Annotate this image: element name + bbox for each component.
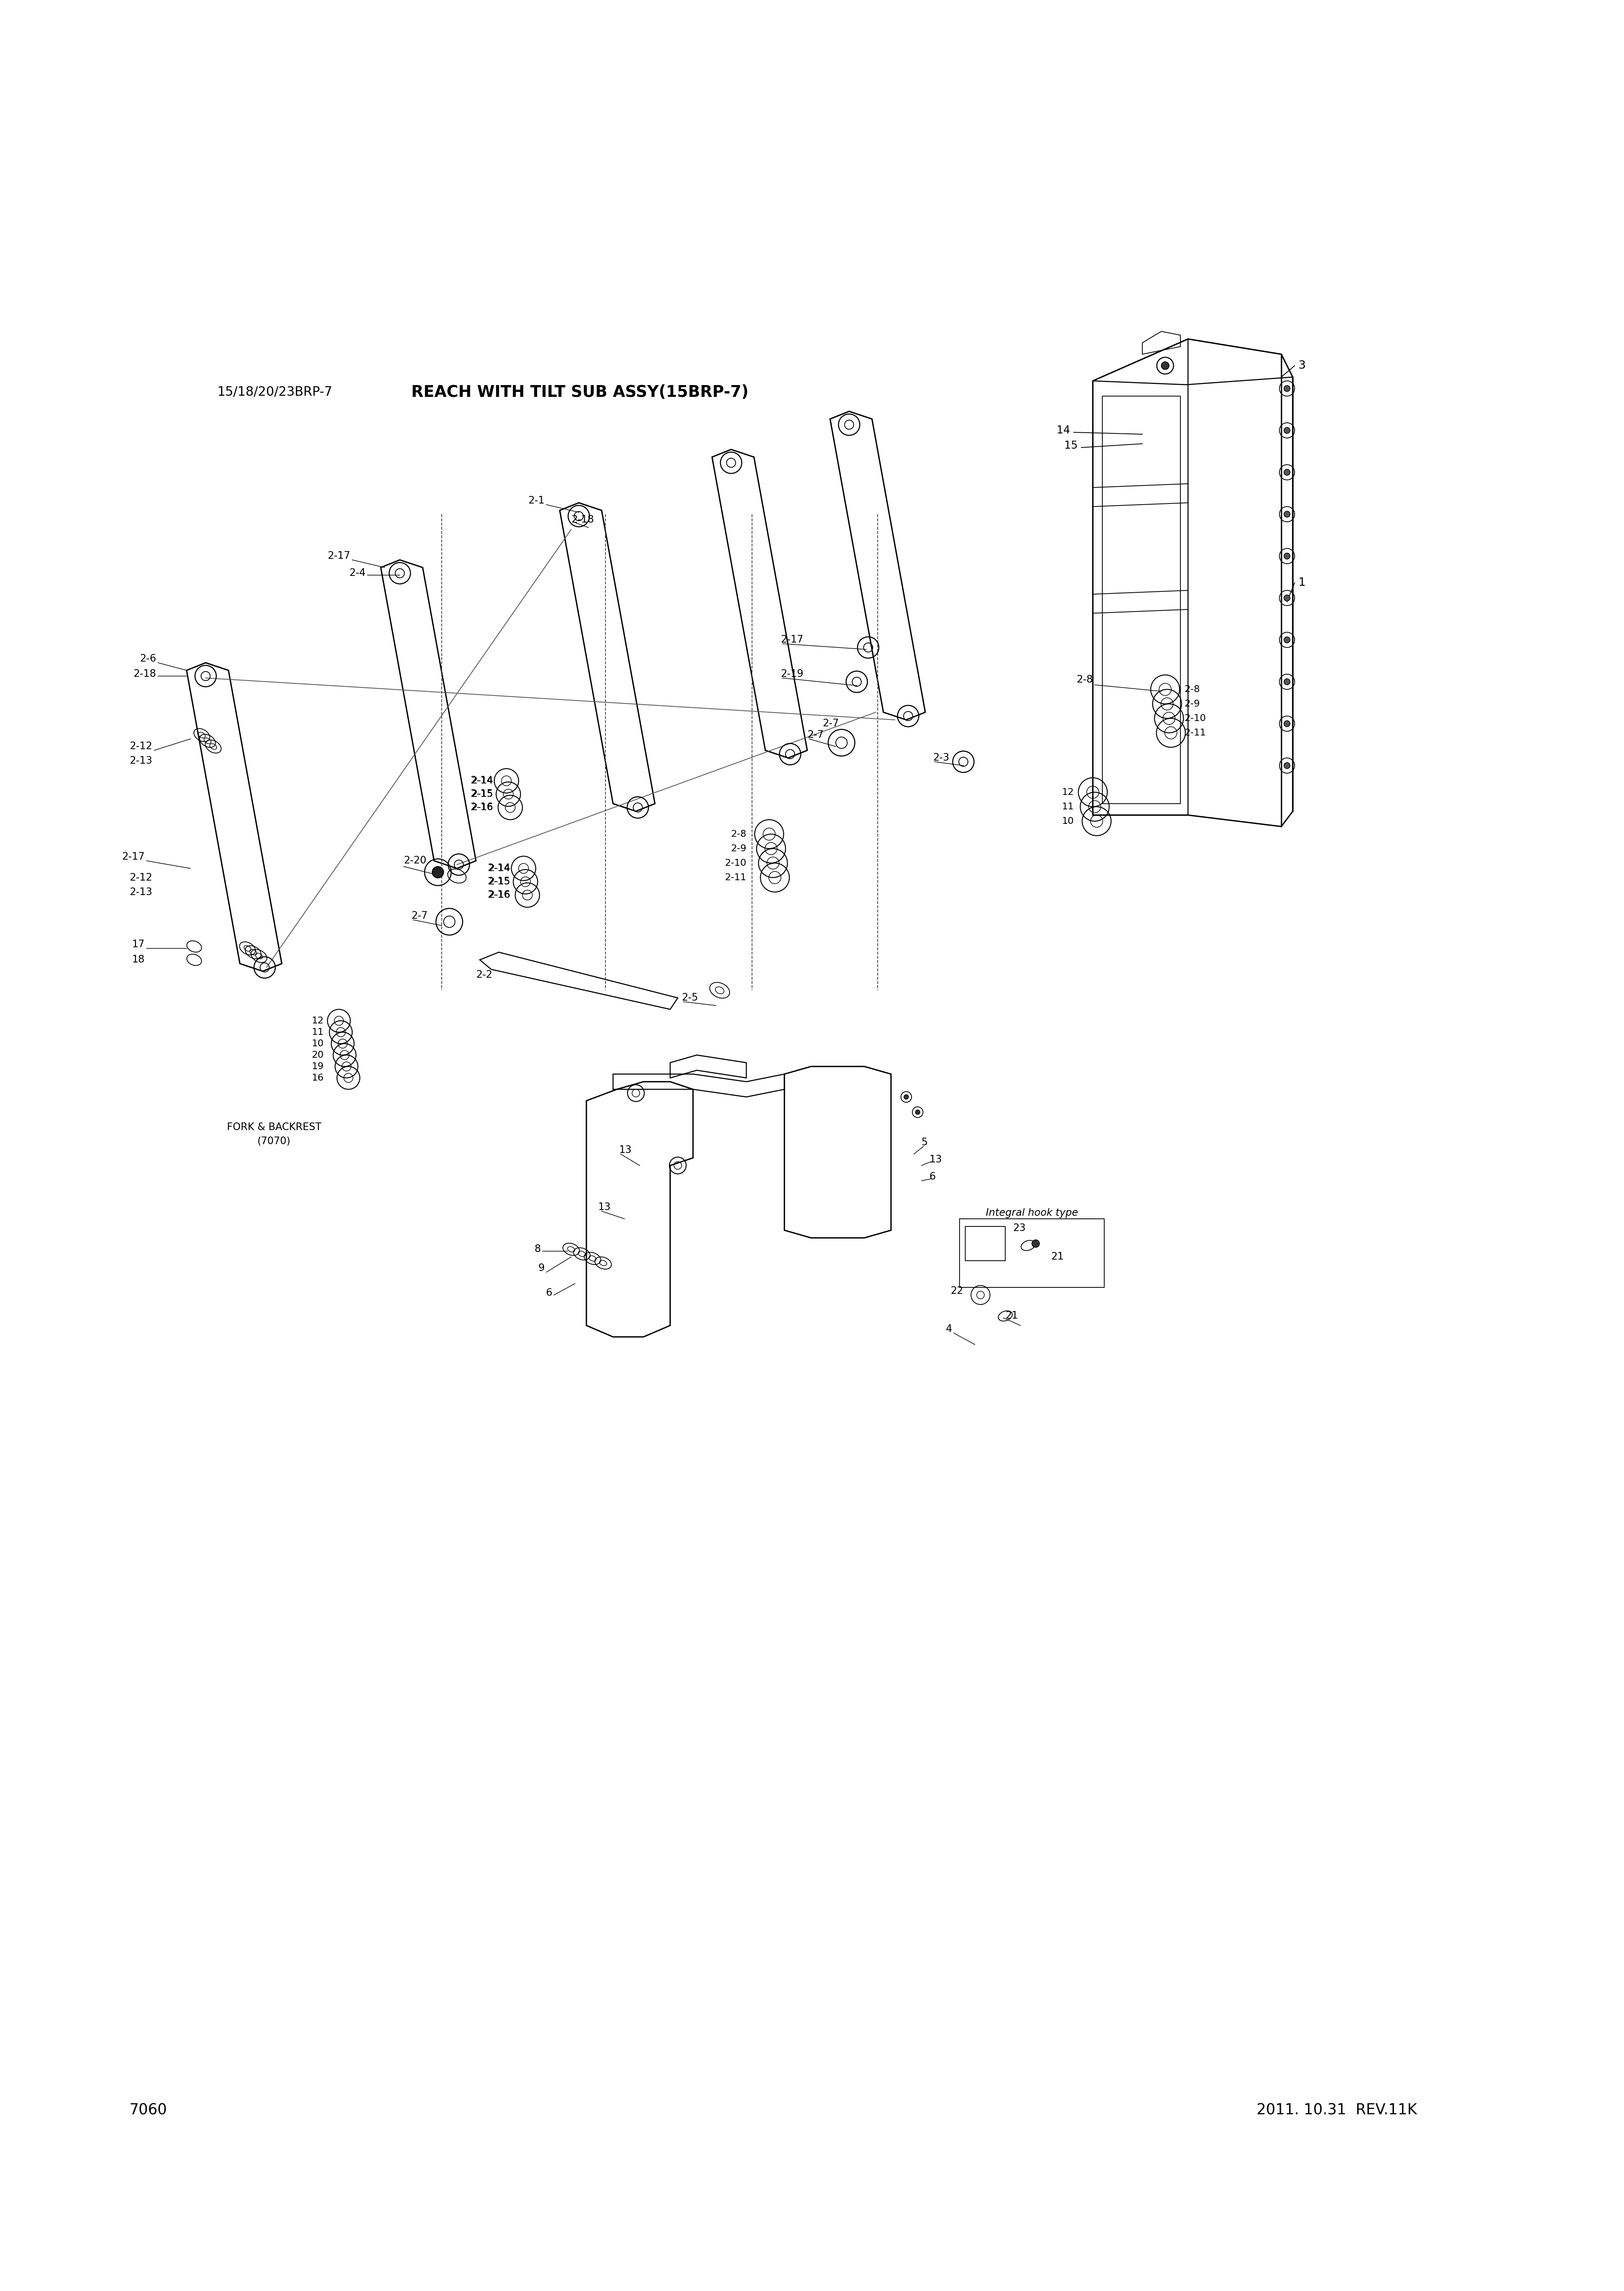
Text: 2-13: 2-13 <box>130 887 153 898</box>
Text: 2-9: 2-9 <box>731 843 747 852</box>
Text: 12: 12 <box>312 1017 323 1026</box>
Text: 11: 11 <box>1062 802 1073 811</box>
Text: 2-16: 2-16 <box>471 802 494 811</box>
Text: 2-11: 2-11 <box>1184 729 1207 738</box>
Text: 16: 16 <box>312 1072 323 1081</box>
Text: 9: 9 <box>538 1262 544 1274</box>
Text: 2-15: 2-15 <box>471 790 494 800</box>
Text: 2-15: 2-15 <box>489 877 510 887</box>
Circle shape <box>1285 428 1289 433</box>
Circle shape <box>1285 722 1289 726</box>
Text: 2-8: 2-8 <box>1184 685 1200 694</box>
Circle shape <box>1285 470 1289 474</box>
Text: 2-10: 2-10 <box>724 859 747 868</box>
Text: 2-16: 2-16 <box>487 891 510 900</box>
Text: 23: 23 <box>1013 1223 1026 1233</box>
Text: 21: 21 <box>1005 1310 1018 1322</box>
Text: 10: 10 <box>1062 816 1073 825</box>
Text: 15: 15 <box>1064 440 1078 451</box>
Text: 18: 18 <box>132 955 145 965</box>
Text: FORK & BACKREST: FORK & BACKREST <box>227 1123 322 1132</box>
Bar <box>965 1226 1005 1260</box>
Circle shape <box>1285 637 1289 644</box>
Circle shape <box>905 1095 908 1100</box>
Text: 2-12: 2-12 <box>130 873 153 882</box>
Text: 10: 10 <box>312 1040 323 1049</box>
Text: 13: 13 <box>598 1203 611 1212</box>
Text: 2-15: 2-15 <box>471 788 494 800</box>
Text: 8: 8 <box>534 1244 541 1253</box>
Text: 2-18: 2-18 <box>572 515 594 525</box>
Text: 2-13: 2-13 <box>130 756 153 765</box>
Text: 22: 22 <box>950 1285 963 1297</box>
Text: 2-17: 2-17 <box>122 852 145 861</box>
Text: 11: 11 <box>312 1029 323 1038</box>
Circle shape <box>1285 385 1289 392</box>
Text: (7070): (7070) <box>258 1136 291 1146</box>
Text: 21: 21 <box>1051 1251 1064 1262</box>
Text: 2-15: 2-15 <box>487 877 510 887</box>
Text: 5: 5 <box>921 1139 927 1148</box>
Text: 2-5: 2-5 <box>682 992 698 1003</box>
Text: 1: 1 <box>1299 577 1306 589</box>
Text: 4: 4 <box>945 1324 952 1333</box>
Text: 2-20: 2-20 <box>404 857 427 866</box>
Text: 2-2: 2-2 <box>476 969 492 981</box>
Text: 2-3: 2-3 <box>932 754 950 763</box>
Circle shape <box>432 866 443 877</box>
Text: 12: 12 <box>1062 788 1073 797</box>
Text: 15/18/20/23BRP-7: 15/18/20/23BRP-7 <box>218 385 333 399</box>
Text: 20: 20 <box>312 1052 323 1061</box>
Text: 2-10: 2-10 <box>1184 715 1207 724</box>
Text: 2-7: 2-7 <box>822 719 840 729</box>
Text: REACH WITH TILT SUB ASSY(15BRP-7): REACH WITH TILT SUB ASSY(15BRP-7) <box>411 385 749 401</box>
Text: 3: 3 <box>1299 360 1306 371</box>
Text: 17: 17 <box>132 939 145 948</box>
Text: 2-7: 2-7 <box>411 912 427 921</box>
Text: 2-9: 2-9 <box>1184 699 1200 708</box>
Text: 19: 19 <box>312 1063 323 1070</box>
Text: 2-14: 2-14 <box>487 864 510 873</box>
Text: 13: 13 <box>619 1146 632 1155</box>
Circle shape <box>1285 596 1289 600</box>
Bar <box>960 1219 1104 1288</box>
Text: 2-17: 2-17 <box>781 635 804 644</box>
Text: 2-7: 2-7 <box>807 731 823 740</box>
Circle shape <box>1285 763 1289 767</box>
Text: 2-11: 2-11 <box>724 873 747 882</box>
Text: 2-19: 2-19 <box>781 669 804 678</box>
Text: 2-14: 2-14 <box>489 864 510 873</box>
Text: 2-8: 2-8 <box>1077 676 1093 685</box>
Circle shape <box>1285 678 1289 685</box>
Text: 2-16: 2-16 <box>471 802 494 813</box>
Circle shape <box>1285 552 1289 559</box>
Bar <box>1103 396 1181 804</box>
Text: 7060: 7060 <box>130 2103 167 2117</box>
Circle shape <box>1285 511 1289 518</box>
Text: 2-14: 2-14 <box>471 777 494 786</box>
Text: 2-4: 2-4 <box>349 568 365 577</box>
Text: 2-12: 2-12 <box>130 742 153 751</box>
Text: 2-14: 2-14 <box>471 777 494 786</box>
Text: 2-6: 2-6 <box>140 653 156 664</box>
Text: 2-8: 2-8 <box>731 829 747 839</box>
Circle shape <box>1031 1239 1039 1246</box>
Circle shape <box>916 1109 919 1113</box>
Text: 13: 13 <box>929 1155 942 1164</box>
Text: 2-16: 2-16 <box>489 891 510 900</box>
Text: 2-18: 2-18 <box>133 669 156 678</box>
Text: 2-1: 2-1 <box>528 495 544 506</box>
Text: 6: 6 <box>929 1173 935 1182</box>
Text: 2011. 10.31  REV.11K: 2011. 10.31 REV.11K <box>1257 2103 1418 2117</box>
Text: Integral hook type: Integral hook type <box>986 1207 1078 1219</box>
Text: 14: 14 <box>1057 426 1070 435</box>
Text: 2-17: 2-17 <box>328 552 351 561</box>
Text: 6: 6 <box>546 1288 552 1299</box>
Circle shape <box>1161 362 1169 369</box>
